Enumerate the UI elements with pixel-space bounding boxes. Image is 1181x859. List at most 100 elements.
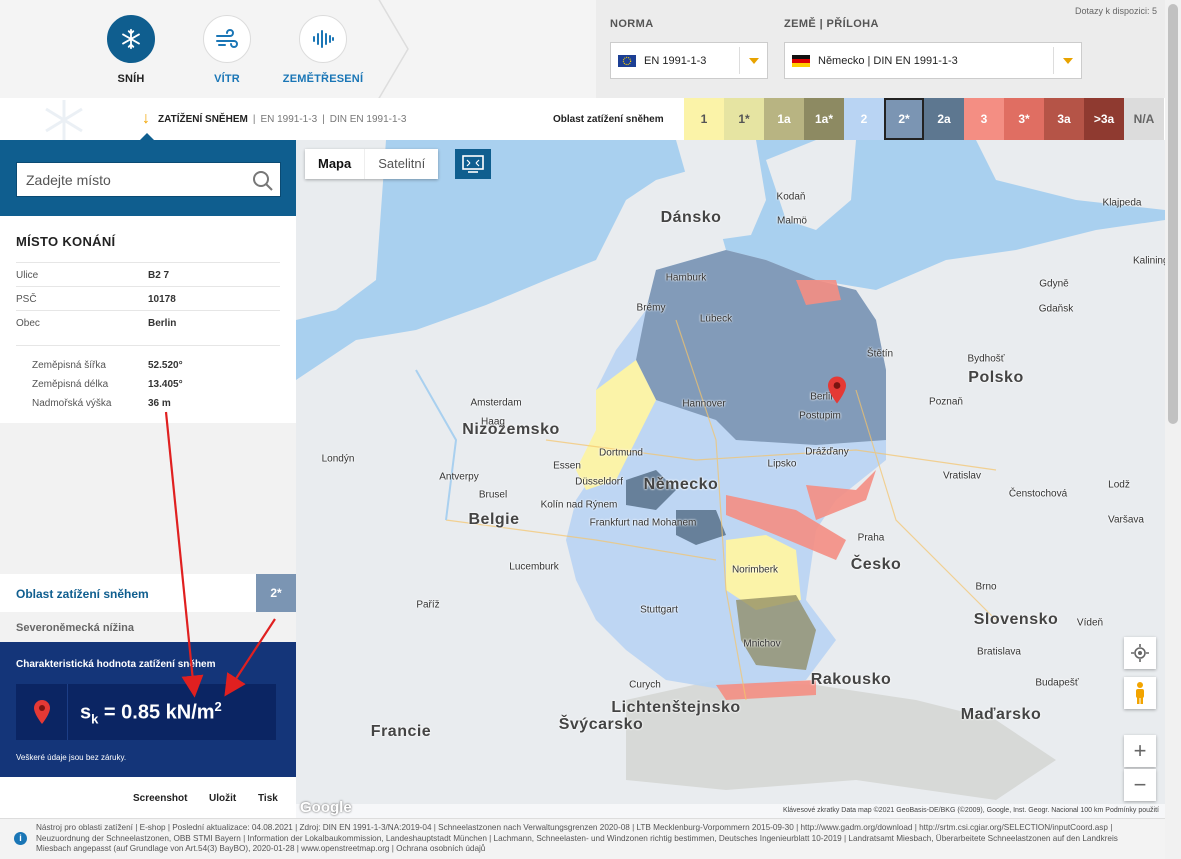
- city-label: Hamburk: [665, 272, 707, 284]
- top-header: SNÍH VÍTR ZEMĚTŘESENÍ Dotazy k dispozici…: [0, 0, 1181, 100]
- city-label: Berlin: [810, 391, 836, 403]
- value-subscript: k: [91, 711, 99, 727]
- snow-zone-map[interactable]: Dánsko Nizozemsko Belgie Německo Polsko Česko…: [296, 140, 1165, 818]
- left-panel: MÍSTO KONÁNÍ Ulice B2 7 PSČ 10178 Obec B…: [0, 140, 296, 818]
- zone-legend-item[interactable]: 2a: [924, 98, 964, 140]
- country-label: Polsko: [968, 369, 1024, 386]
- map-type-map[interactable]: Mapa: [318, 156, 352, 171]
- zones-legend-label: Oblast zatížení sněhem: [553, 114, 664, 125]
- my-location-icon[interactable]: [1124, 637, 1156, 669]
- city-label: Mnichov: [743, 638, 781, 650]
- city-label: Poznaň: [929, 396, 963, 408]
- norma-select[interactable]: EN 1991-1-3: [610, 42, 768, 79]
- zone-legend-item[interactable]: 3: [964, 98, 1004, 140]
- search-box: [16, 162, 281, 197]
- pegman-icon[interactable]: [1124, 677, 1156, 709]
- separator: |: [252, 113, 256, 125]
- city-label: Drážďany: [805, 446, 849, 458]
- zone-legend-item[interactable]: 2: [844, 98, 884, 140]
- snow-zone-badge: 2*: [256, 574, 296, 612]
- venue-title: MÍSTO KONÁNÍ: [16, 234, 116, 249]
- region-name: Severoněmecká nížina: [16, 622, 135, 634]
- info-icon: i: [14, 832, 27, 845]
- mode-wind[interactable]: VÍTR: [182, 15, 272, 85]
- arrow-down-icon: ↓: [142, 110, 150, 127]
- city-row: Obec Berlin: [16, 310, 280, 334]
- snowflake-watermark-icon: [45, 100, 83, 140]
- map-canvas: [296, 140, 1165, 818]
- snow-load-heading: ↓ ZATÍŽENÍ SNĚHEM | EN 1991-1-3 | DIN EN…: [142, 110, 406, 128]
- city-label: Stuttgart: [640, 604, 678, 616]
- seismograph-icon: [299, 15, 347, 63]
- map-type-satellite[interactable]: Satelitní: [364, 149, 438, 179]
- city-label: Londýn: [321, 453, 355, 465]
- mode-wind-label: VÍTR: [214, 73, 240, 85]
- city-label: Curych: [629, 679, 661, 691]
- fullscreen-icon[interactable]: [455, 149, 491, 179]
- save-button[interactable]: Uložit: [209, 793, 237, 804]
- disclaimer: Veškeré údaje jsou bez záruky.: [16, 753, 127, 762]
- quota-text: Dotazy k dispozici: 5: [1074, 6, 1157, 16]
- footer-text[interactable]: Nástroj pro oblasti zatížení | E-shop | …: [36, 823, 1118, 853]
- caret-down-icon: [1053, 47, 1081, 74]
- country-label: Lichtenštejnsko: [611, 699, 741, 716]
- city-label: Kodaň: [776, 191, 806, 203]
- city-label: Hannover: [682, 398, 726, 410]
- street-row: Ulice B2 7: [16, 262, 280, 286]
- zone-legend-item[interactable]: 2*: [884, 98, 924, 140]
- zeme-label: ZEMĚ | PŘÍLOHA: [784, 18, 879, 30]
- country-label: Německo: [643, 476, 719, 493]
- city-label: Vídeň: [1076, 617, 1104, 629]
- zones-legend: 1 1* 1a 1a* 2 2* 2a 3 3* 3a >3a N/A: [684, 98, 1164, 140]
- standard-selector-panel: Dotazy k dispozici: 5 NORMA EN 1991-1-3 …: [596, 0, 1181, 98]
- snowflake-icon: [107, 15, 155, 63]
- action-links: Screenshot Uložit Tisk: [0, 777, 296, 818]
- google-logo: Google: [300, 799, 352, 816]
- longitude-label: Zeměpisná délka: [32, 379, 109, 390]
- mode-earthquake-label: ZEMĚTŘESENÍ: [282, 73, 364, 85]
- city-label: Haag: [481, 416, 505, 428]
- map-pin-icon: [16, 684, 68, 740]
- zone-legend-item[interactable]: 3a: [1044, 98, 1084, 140]
- value-number: = 0.85 kN/m: [98, 701, 215, 724]
- mode-earthquake[interactable]: ZEMĚTŘESENÍ: [278, 15, 368, 85]
- zone-legend-item[interactable]: 1a: [764, 98, 804, 140]
- country-label: Švýcarsko: [558, 716, 644, 733]
- country-label: Nizozemsko: [462, 421, 560, 438]
- mode-snow[interactable]: SNÍH: [86, 15, 176, 85]
- search-icon[interactable]: [252, 170, 274, 192]
- zone-legend-item[interactable]: N/A: [1124, 98, 1164, 140]
- page-scrollbar[interactable]: [1165, 0, 1181, 859]
- country-select[interactable]: Německo | DIN EN 1991-1-3: [784, 42, 1082, 79]
- zip-label: PSČ: [16, 294, 37, 305]
- zoom-in-icon[interactable]: +: [1124, 735, 1156, 767]
- zone-legend-item[interactable]: 1a*: [804, 98, 844, 140]
- place-search-input[interactable]: [17, 163, 247, 196]
- footer: i Nástroj pro oblasti zatížení | E-shop …: [0, 818, 1165, 859]
- screenshot-button[interactable]: Screenshot: [133, 793, 188, 804]
- city-label: Amsterdam: [470, 397, 522, 409]
- map-attribution[interactable]: Klávesové zkratky Data map ©2021 GeoBasi…: [296, 804, 1165, 818]
- city-label: Brémy: [636, 302, 666, 314]
- value-exponent: 2: [214, 699, 222, 714]
- zone-legend-item[interactable]: 1: [684, 98, 724, 140]
- city-label: Vratislav: [943, 470, 981, 482]
- scrollbar-thumb[interactable]: [1168, 4, 1178, 424]
- mode-snow-label: SNÍH: [117, 73, 145, 85]
- city-label: Brusel: [478, 489, 508, 501]
- print-button[interactable]: Tisk: [258, 793, 278, 804]
- zone-legend-item[interactable]: 3*: [1004, 98, 1044, 140]
- snow-zone-title: Oblast zatížení sněhem: [16, 587, 149, 601]
- norm-en: EN 1991-1-3: [260, 113, 318, 125]
- country-label: Česko: [850, 556, 902, 573]
- mode-switcher: SNÍH VÍTR ZEMĚTŘESENÍ: [0, 0, 410, 100]
- zone-legend-item[interactable]: >3a: [1084, 98, 1124, 140]
- zone-legend-item[interactable]: 1*: [724, 98, 764, 140]
- characteristic-value-panel: Charakteristická hodnota zatížení sněhem…: [0, 642, 296, 777]
- zip-row: PSČ 10178: [16, 286, 280, 310]
- location-pin-icon[interactable]: [828, 376, 846, 404]
- zoom-out-icon[interactable]: −: [1124, 769, 1156, 801]
- city-label: Antverpy: [439, 471, 479, 483]
- characteristic-value-box: sk = 0.85 kN/m2: [16, 684, 276, 740]
- snow-load-value: sk = 0.85 kN/m2: [80, 699, 222, 727]
